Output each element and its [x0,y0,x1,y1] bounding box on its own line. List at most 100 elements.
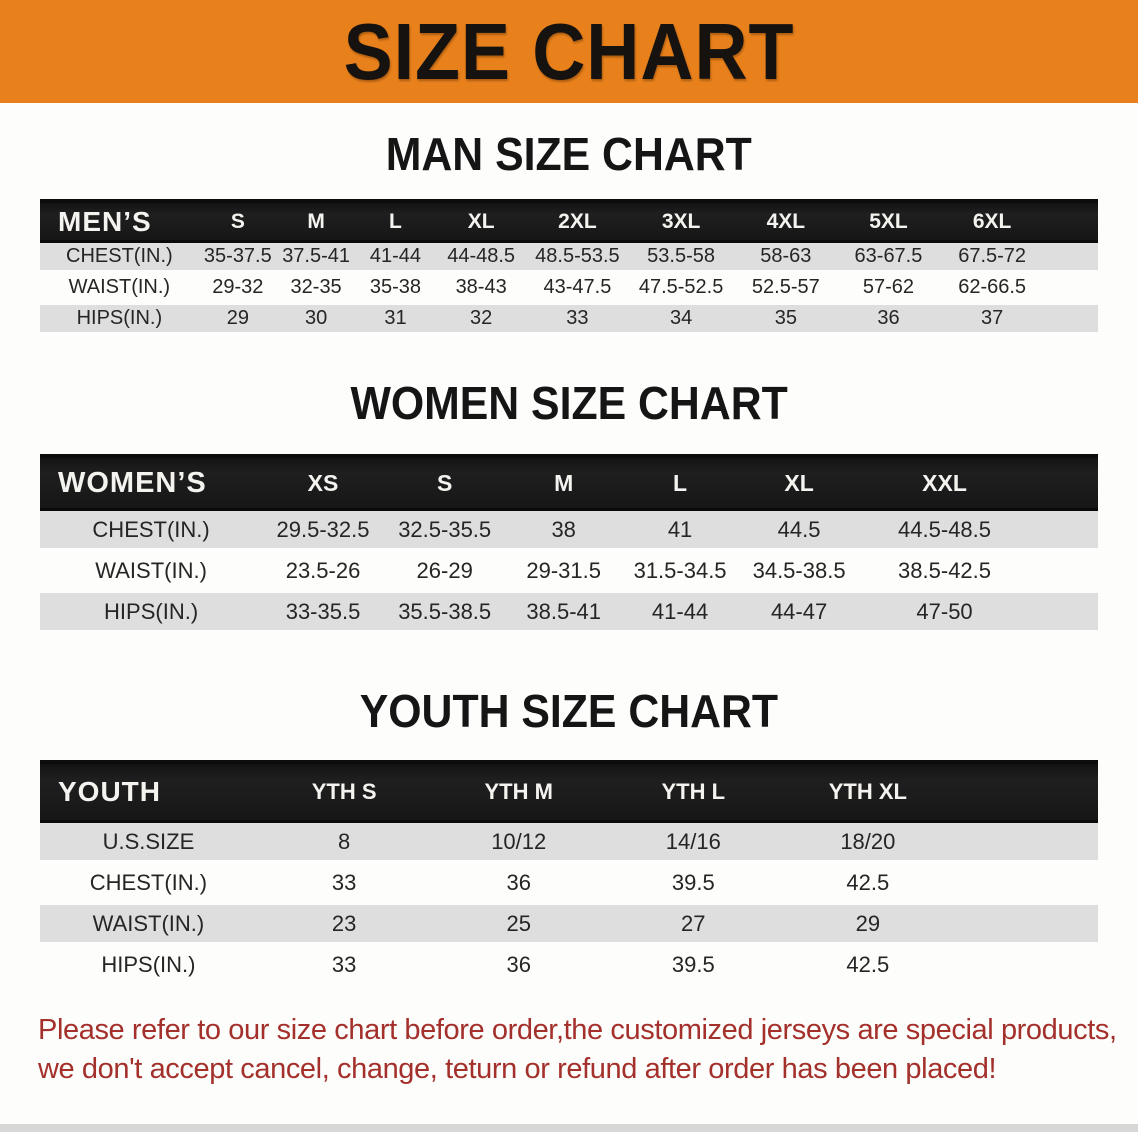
size-column-header: 2XL [526,203,629,243]
size-value: 34 [628,305,734,336]
size-value: 48.5-53.5 [526,243,629,274]
disclaimer-line-2: we don't accept cancel, change, teturn o… [38,1053,997,1085]
row-label: WAIST(IN.) [40,274,199,305]
size-value: 10/12 [431,823,606,864]
size-value: 58-63 [734,243,838,274]
table-row: WAIST(IN.) 23 25 27 29 [40,905,1098,946]
size-value: 35.5-38.5 [383,593,506,634]
size-column-header: 4XL [734,203,838,243]
table-title-cell: MEN’S [40,203,199,243]
row-label: HIPS(IN.) [40,593,263,634]
size-value: 44.5 [738,511,860,552]
size-value: 63-67.5 [837,243,940,274]
row-label: CHEST(IN.) [40,243,199,274]
size-value: 67.5-72 [939,243,1046,274]
disclaimer-line-1: Please refer to our size chart before or… [38,1014,1117,1046]
size-value: 35 [734,305,838,336]
size-value: 37.5-41 [276,243,356,274]
spacer-cell [955,946,1098,987]
spacer-cell [955,905,1098,946]
size-value: 26-29 [383,552,506,593]
table-row: HIPS(IN.) 33-35.5 35.5-38.5 38.5-41 41-44 44-… [40,593,1098,634]
women-section-heading-text: WOMEN SIZE CHART [350,377,788,429]
spacer-cell [955,864,1098,905]
spacer-cell [1045,203,1098,243]
size-value: 29 [198,305,277,336]
size-value: 43-47.5 [526,274,629,305]
table-row: CHEST(IN.) 35-37.5 37.5-41 41-44 44-48.5 48.5… [40,243,1098,274]
spacer-cell [1029,552,1098,593]
size-value: 36 [431,946,606,987]
size-value: 32-35 [276,274,356,305]
spacer-cell [1029,511,1098,552]
women-size-table: WOMEN’S XS S M L XL XXL CHEST(IN.) 29.5-32.5 32.5… [40,454,1098,634]
men-section-heading: MAN SIZE CHART [0,127,1138,181]
size-value: 27 [606,905,781,946]
bottom-edge-divider [0,1124,1138,1132]
table-row: U.S.SIZE 8 10/12 14/16 18/20 [40,823,1098,864]
row-label: U.S.SIZE [40,823,257,864]
size-value: 25 [431,905,606,946]
row-label: CHEST(IN.) [40,511,263,552]
size-value: 31 [355,305,436,336]
size-value: 62-66.5 [939,274,1046,305]
size-column-header: XL [435,203,527,243]
spacer-cell [955,764,1098,823]
size-column-header: 6XL [939,203,1046,243]
size-value: 35-37.5 [198,243,277,274]
size-value: 33 [526,305,629,336]
size-column-header: YTH S [256,764,432,823]
size-value: 36 [431,864,606,905]
size-value: 31.5-34.5 [621,552,739,593]
size-column-header: YTH M [431,764,606,823]
spacer-cell [1045,243,1098,274]
size-column-header: XXL [859,458,1030,511]
size-column-header: S [198,203,277,243]
size-value: 8 [256,823,432,864]
spacer-cell [955,823,1098,864]
size-value: 44-47 [738,593,860,634]
size-value: 29 [780,905,956,946]
size-value: 41-44 [621,593,739,634]
size-value: 23.5-26 [262,552,384,593]
size-column-header: YTH XL [780,764,956,823]
spacer-cell [1045,305,1098,336]
size-column-header: XS [262,458,384,511]
size-value: 42.5 [780,864,956,905]
youth-section-heading-text: YOUTH SIZE CHART [359,685,779,737]
disclaimer-text: Please refer to our size chart before or… [38,1011,1138,1089]
table-row: WAIST(IN.) 23.5-26 26-29 29-31.5 31.5-34.5 34… [40,552,1098,593]
size-value: 39.5 [606,864,781,905]
spacer-cell [1029,593,1098,634]
youth-size-table: YOUTH YTH S YTH M YTH L YTH XL U.S.SIZE 8 10/12… [40,760,1098,987]
size-value: 18/20 [780,823,956,864]
table-row: HIPS(IN.) 29 30 31 32 33 34 35 36 37 [40,305,1098,336]
size-value: 29-31.5 [505,552,622,593]
size-column-header: L [355,203,436,243]
table-title-cell: WOMEN’S [40,458,263,511]
men-size-table: MEN’S S M L XL 2XL 3XL 4XL 5XL 6XL CHEST(IN.) 35-37… [40,199,1098,336]
table-header-row: WOMEN’S XS S M L XL XXL [40,458,1098,511]
table-row: CHEST(IN.) 29.5-32.5 32.5-35.5 38 41 44.5 44.5… [40,511,1098,552]
size-value: 32.5-35.5 [383,511,506,552]
size-chart-banner: SIZE CHART [0,0,1138,103]
size-column-header: M [276,203,356,243]
size-value: 53.5-58 [628,243,734,274]
size-value: 29.5-32.5 [262,511,384,552]
size-value: 41-44 [355,243,436,274]
size-value: 32 [435,305,527,336]
youth-section-heading: YOUTH SIZE CHART [0,684,1138,738]
table-row: CHEST(IN.) 33 36 39.5 42.5 [40,864,1098,905]
size-value: 33 [256,864,432,905]
size-column-header: L [621,458,739,511]
size-value: 33-35.5 [262,593,384,634]
size-value: 47-50 [859,593,1030,634]
size-value: 38-43 [435,274,527,305]
size-value: 42.5 [780,946,956,987]
size-value: 38 [505,511,622,552]
size-value: 33 [256,946,432,987]
size-value: 35-38 [355,274,436,305]
size-value: 14/16 [606,823,781,864]
banner-title: SIZE CHART [343,6,795,96]
size-value: 47.5-52.5 [628,274,734,305]
